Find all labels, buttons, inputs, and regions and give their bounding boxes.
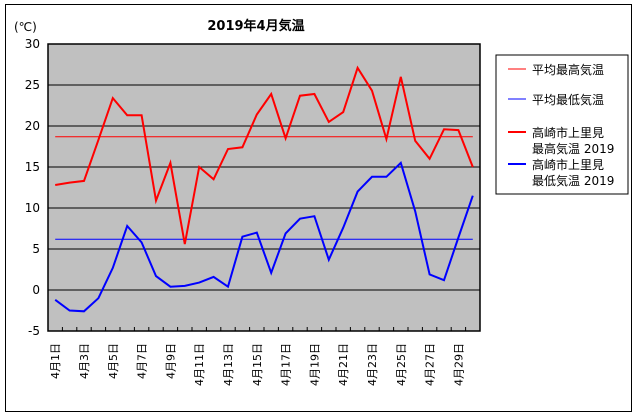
- x-axis-ticks: 4月1日 4月3日 4月5日 4月7日 4月9日 4月11日 4月13日 4月15日 4月17日…: [49, 327, 467, 386]
- legend-label: 高崎市上里見: [532, 157, 604, 172]
- legend-label: 最高気温 2019: [532, 141, 614, 156]
- x-tick-label: 4月9日: [164, 343, 177, 379]
- y-tick-label: 10: [25, 201, 40, 215]
- x-tick-label: 4月25日: [395, 343, 408, 386]
- chart-frame: 2019年4月気温 (℃) 30 25 20 15 10 5 0 -5 4月1日 4月3日 4月5…: [5, 4, 632, 412]
- y-axis-unit-label: (℃): [14, 20, 37, 34]
- y-tick-label: -5: [28, 324, 40, 338]
- series-line-3: [54, 161, 474, 313]
- plot-area: [47, 43, 481, 332]
- y-tick-label: 20: [25, 119, 40, 133]
- x-tick-label: 4月13日: [222, 343, 235, 386]
- series-line-2: [55, 65, 474, 245]
- legend-label: 平均最高気温: [532, 62, 604, 77]
- x-tick-label: 4月5日: [107, 343, 120, 379]
- chart-svg: 2019年4月気温 (℃) 30 25 20 15 10 5 0 -5 4月1日 4月3日 4月5…: [14, 18, 629, 386]
- chart-title: 2019年4月気温: [207, 18, 304, 34]
- y-tick-label: 5: [32, 242, 40, 256]
- legend-label: 高崎市上里見: [532, 125, 604, 140]
- y-tick-label: 15: [25, 160, 40, 174]
- x-tick-label: 4月15日: [251, 343, 264, 386]
- x-tick-label: 4月11日: [193, 343, 206, 386]
- x-tick-label: 4月17日: [280, 343, 293, 386]
- x-tick-label: 4月29日: [452, 343, 465, 386]
- x-tick-label: 4月23日: [366, 343, 379, 386]
- x-tick-label: 4月21日: [337, 343, 350, 386]
- y-tick-label: 0: [32, 283, 40, 297]
- x-tick-label: 4月27日: [424, 343, 437, 386]
- series-lines: [54, 65, 474, 313]
- legend-label: 平均最低気温: [532, 92, 604, 107]
- plot-background: [47, 43, 481, 332]
- x-tick-label: 4月1日: [49, 343, 62, 379]
- x-tick-label: 4月19日: [308, 343, 321, 386]
- x-tick-label: 4月7日: [136, 343, 149, 379]
- legend-box: [495, 54, 629, 195]
- y-tick-label: 30: [25, 37, 40, 51]
- x-tick-label: 4月3日: [78, 343, 91, 379]
- legend-label: 最低気温 2019: [532, 173, 614, 188]
- y-tick-label: 25: [25, 78, 40, 92]
- y-axis-ticks: 30 25 20 15 10 5 0 -5: [25, 37, 40, 338]
